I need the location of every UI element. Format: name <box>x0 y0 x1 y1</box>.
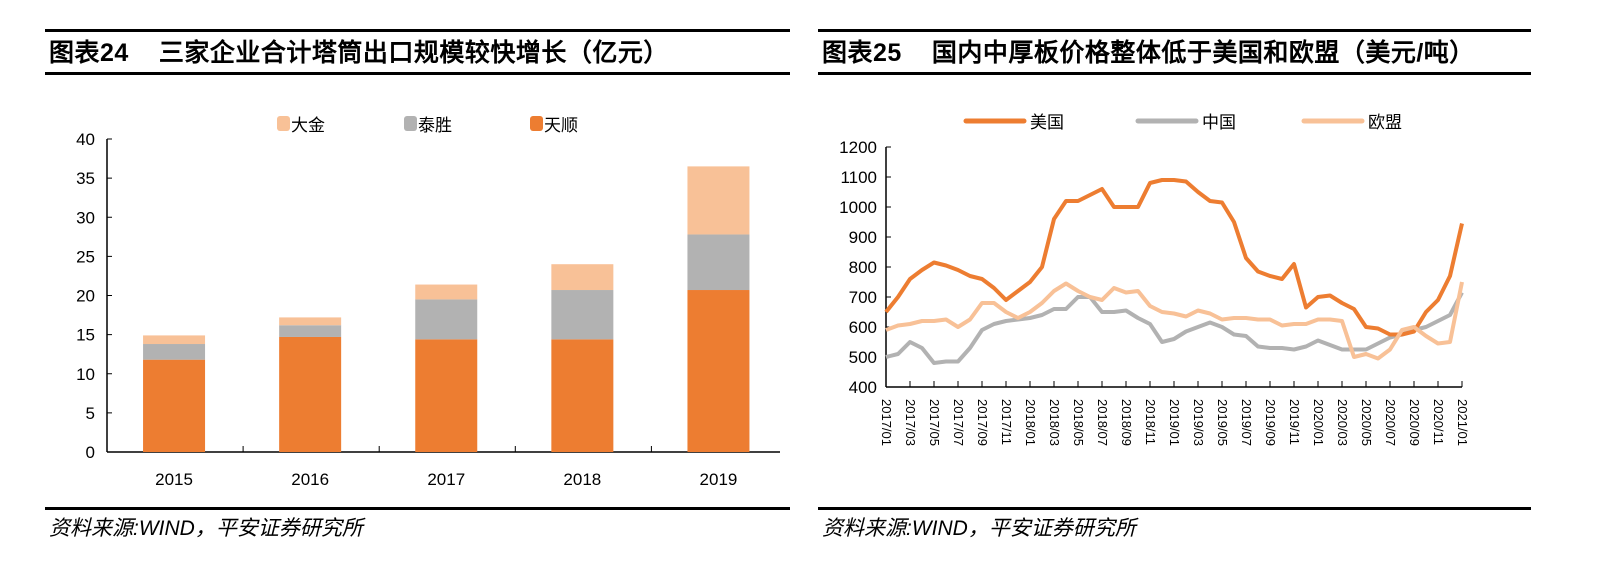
source-note: 资料来源:WIND，平安证券研究所 <box>49 517 363 540</box>
legend-label: 泰胜 <box>418 116 452 135</box>
x-tick-label: 2016 <box>291 470 329 489</box>
y-tick-label: 1100 <box>840 168 877 187</box>
x-tick-label: 2019/01 <box>1167 399 1182 446</box>
legend-label: 大金 <box>291 116 325 135</box>
x-tick-label: 2015 <box>155 470 193 489</box>
y-tick-label: 900 <box>849 228 877 247</box>
legend-label: 美国 <box>1030 113 1064 132</box>
bar-segment-天顺 <box>415 339 478 452</box>
title-bottom-rule <box>818 72 1531 75</box>
x-tick-label: 2017/01 <box>879 399 894 446</box>
legend-swatch <box>404 116 417 131</box>
x-tick-label: 2018/07 <box>1095 399 1110 446</box>
source-rule <box>818 507 1531 510</box>
y-tick-label: 1200 <box>839 138 877 157</box>
legend-swatch <box>277 116 290 131</box>
x-tick-label: 2021/01 <box>1455 399 1470 446</box>
y-tick-label: 1000 <box>839 198 877 217</box>
figure-title: 图表24 三家企业合计塔筒出口规模较快增长（亿元） <box>49 33 669 69</box>
y-tick-label: 35 <box>76 169 95 188</box>
x-tick-label: 2020/01 <box>1311 399 1326 446</box>
x-tick-label: 2020/03 <box>1335 399 1350 446</box>
legend-label: 中国 <box>1202 113 1236 132</box>
x-tick-label: 2018/03 <box>1047 399 1062 446</box>
y-tick-label: 0 <box>86 443 95 462</box>
x-tick-label: 2019 <box>700 470 738 489</box>
bar-segment-泰胜 <box>143 344 206 360</box>
bar-segment-大金 <box>551 264 614 291</box>
y-tick-label: 5 <box>86 404 95 423</box>
x-tick-label: 2019/11 <box>1287 399 1302 445</box>
x-tick-label: 2019/09 <box>1263 399 1278 446</box>
y-tick-label: 500 <box>849 348 877 367</box>
x-tick-label: 2020/05 <box>1359 399 1374 446</box>
series-line-美国 <box>884 178 1464 337</box>
x-tick-label: 2018/11 <box>1143 399 1158 445</box>
bar-segment-大金 <box>143 335 206 345</box>
x-tick-label: 2017/09 <box>975 399 990 446</box>
x-tick-label: 2020/09 <box>1407 399 1422 446</box>
legend-swatch <box>530 116 543 131</box>
bar-segment-天顺 <box>279 336 342 452</box>
source-note: 资料来源:WIND，平安证券研究所 <box>822 517 1136 540</box>
y-tick-label: 10 <box>76 365 95 384</box>
legend-label: 欧盟 <box>1368 113 1402 132</box>
bar-segment-天顺 <box>551 339 614 452</box>
y-tick-label: 600 <box>849 318 877 337</box>
bar-segment-天顺 <box>143 359 206 452</box>
figure-number: 图表24 <box>49 39 129 67</box>
x-tick-label: 2018 <box>563 470 601 489</box>
figure-title: 图表25 国内中厚板价格整体低于美国和欧盟（美元/吨） <box>822 33 1475 69</box>
figure-number: 图表25 <box>822 39 902 67</box>
series-line-中国 <box>885 291 1464 365</box>
x-tick-label: 2019/07 <box>1239 399 1254 446</box>
left-figure-panel: 图表24 三家企业合计塔筒出口规模较快增长（亿元） 资料来源:WIND，平安证券研… <box>45 0 790 577</box>
x-tick-label: 2019/05 <box>1215 399 1230 446</box>
right-figure-panel: 图表25 国内中厚板价格整体低于美国和欧盟（美元/吨） 资料来源:WIND，平安证… <box>818 0 1531 577</box>
y-tick-label: 20 <box>76 287 95 306</box>
figure-title-text: 三家企业合计塔筒出口规模较快增长（亿元） <box>158 39 669 67</box>
x-tick-label: 2018/09 <box>1119 399 1134 446</box>
x-tick-label: 2019/03 <box>1191 399 1206 446</box>
title-top-rule <box>818 29 1531 32</box>
x-tick-label: 2017/03 <box>903 399 918 446</box>
x-tick-label: 2018/05 <box>1071 399 1086 446</box>
y-tick-label: 15 <box>76 326 95 345</box>
y-tick-label: 800 <box>849 258 877 277</box>
bar-segment-天顺 <box>687 290 750 452</box>
bar-segment-泰胜 <box>551 290 614 340</box>
x-tick-label: 2020/07 <box>1383 399 1398 446</box>
x-tick-label: 2017/05 <box>927 399 942 446</box>
title-top-rule <box>45 29 790 32</box>
x-tick-label: 2017/07 <box>951 399 966 446</box>
y-tick-label: 400 <box>849 378 877 397</box>
legend-label: 天顺 <box>544 116 578 135</box>
figure-title-text: 国内中厚板价格整体低于美国和欧盟（美元/吨） <box>931 39 1475 67</box>
x-tick-label: 2018/01 <box>1023 399 1038 446</box>
y-tick-label: 25 <box>76 247 95 266</box>
bar-segment-泰胜 <box>687 234 750 291</box>
bar-segment-大金 <box>279 317 342 326</box>
y-tick-label: 40 <box>76 130 95 149</box>
bar-segment-泰胜 <box>415 299 478 340</box>
y-tick-label: 30 <box>76 208 95 227</box>
x-tick-label: 2020/11 <box>1431 399 1446 445</box>
source-rule <box>45 507 790 510</box>
title-bottom-rule <box>45 72 790 75</box>
bar-segment-泰胜 <box>279 325 342 337</box>
series-line-欧盟 <box>885 281 1464 361</box>
x-tick-label: 2017/11 <box>999 399 1014 445</box>
bar-segment-大金 <box>415 284 478 300</box>
x-tick-label: 2017 <box>427 470 465 489</box>
y-tick-label: 700 <box>849 288 877 307</box>
bar-segment-大金 <box>687 166 750 235</box>
